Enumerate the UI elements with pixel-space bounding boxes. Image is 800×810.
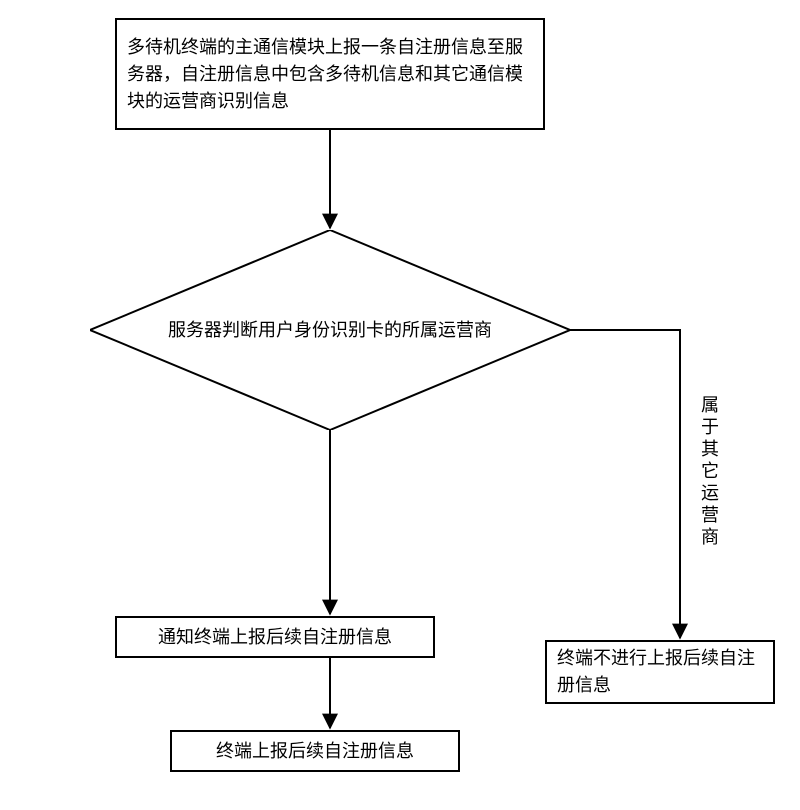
flow-step-1: 多待机终端的主通信模块上报一条自注册信息至服务器，自注册信息中包含多待机信息和其… <box>115 18 545 130</box>
flow-decision: 服务器判断用户身份识别卡的所属运营商 <box>90 230 570 430</box>
flow-step-2-text: 通知终端上报后续自注册信息 <box>158 624 392 651</box>
flow-step-2: 通知终端上报后续自注册信息 <box>115 616 435 658</box>
flow-step-1-text: 多待机终端的主通信模块上报一条自注册信息至服务器，自注册信息中包含多待机信息和其… <box>127 34 533 115</box>
flow-step-3: 终端上报后续自注册信息 <box>170 730 460 772</box>
flow-step-3-text: 终端上报后续自注册信息 <box>216 738 414 765</box>
edge-label-other-operator: 属于其它运营商 <box>700 395 718 549</box>
flow-step-alt: 终端不进行上报后续自注册信息 <box>545 640 775 704</box>
flow-step-alt-text: 终端不进行上报后续自注册信息 <box>557 645 763 699</box>
flow-decision-text: 服务器判断用户身份识别卡的所属运营商 <box>168 316 492 345</box>
edge-d1-s4 <box>570 330 680 638</box>
